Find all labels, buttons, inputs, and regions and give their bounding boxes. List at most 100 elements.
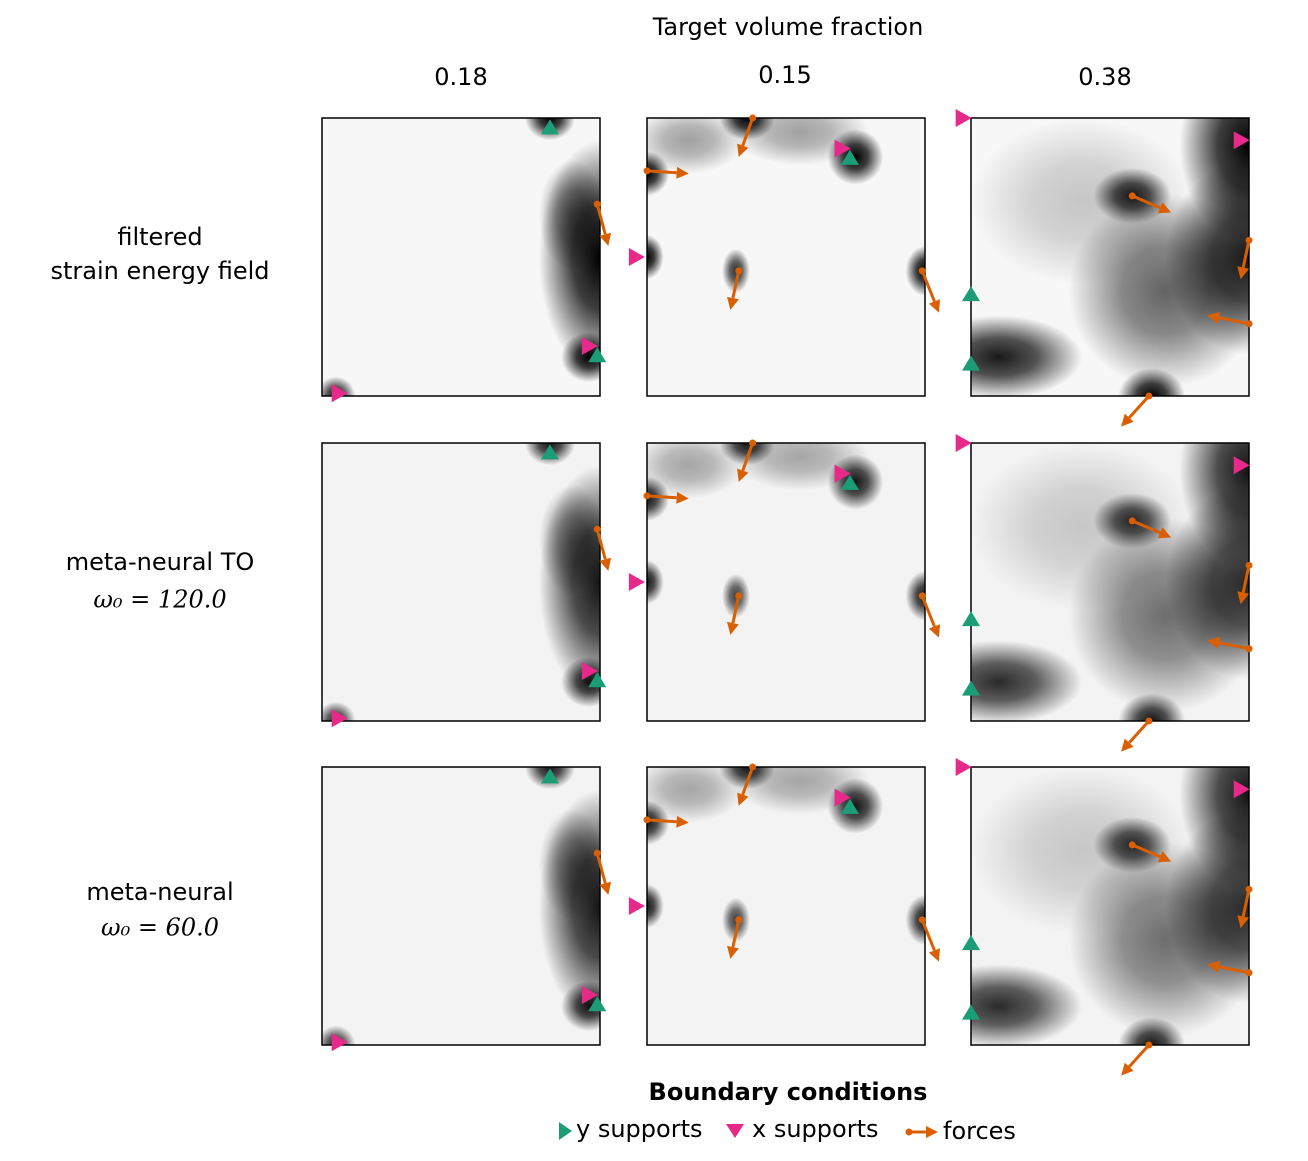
- force-origin: [1145, 1041, 1153, 1049]
- force-shaft: [595, 528, 607, 560]
- row-label: filtered: [117, 223, 202, 251]
- force-shaft: [595, 852, 607, 884]
- column-label: 0.15: [758, 61, 811, 89]
- field-image: [971, 443, 1249, 721]
- force-shaft: [741, 117, 755, 147]
- force-head: [599, 557, 612, 571]
- force-origin: [1245, 645, 1253, 653]
- panel: [321, 117, 612, 403]
- force-origin: [593, 525, 601, 533]
- dark-region: [322, 376, 356, 396]
- force: [737, 114, 757, 157]
- legend-label: y supports: [576, 1115, 702, 1143]
- force: [1121, 717, 1153, 752]
- force-shaft: [741, 766, 755, 796]
- force-head: [737, 792, 749, 806]
- force-shaft: [1241, 565, 1251, 593]
- y-support: [588, 672, 607, 688]
- y-support: [840, 798, 859, 814]
- x-support: [834, 139, 851, 158]
- x-support: [1233, 780, 1250, 799]
- dark-region: [905, 570, 925, 621]
- dark-region: [971, 315, 1083, 396]
- panel-frame: [970, 766, 1250, 1046]
- x-support: [955, 109, 972, 127]
- dark-region: [971, 767, 1194, 934]
- force-origin: [593, 200, 601, 208]
- panel-frame: [321, 442, 601, 722]
- force-head: [1121, 413, 1134, 427]
- dark-region: [538, 159, 600, 271]
- panel: [628, 763, 941, 1046]
- force-shaft: [1131, 843, 1161, 859]
- x-support: [955, 758, 972, 776]
- force-shaft: [1218, 316, 1250, 326]
- force: [1237, 236, 1253, 280]
- force-shaft: [920, 595, 936, 628]
- force-shaft: [595, 203, 607, 235]
- force: [1128, 841, 1172, 863]
- dark-region: [971, 118, 1194, 285]
- x-support: [834, 788, 851, 807]
- x-support: [581, 336, 598, 355]
- row-label: ω₀ = 120.0: [93, 586, 226, 614]
- force-head: [737, 143, 749, 157]
- y-support: [962, 935, 980, 951]
- force-shaft: [1241, 889, 1251, 917]
- dark-region: [971, 964, 1083, 1045]
- force: [593, 200, 612, 246]
- force-head: [676, 815, 689, 828]
- legend-label: forces: [943, 1117, 1016, 1145]
- legend-icon: [559, 1122, 572, 1140]
- force-head: [1237, 915, 1250, 929]
- panel: [321, 766, 612, 1052]
- force: [737, 763, 757, 806]
- dark-region: [647, 234, 664, 280]
- x-support: [1233, 131, 1250, 150]
- y-support: [840, 149, 859, 165]
- force: [1207, 311, 1253, 328]
- force-shaft: [646, 818, 677, 824]
- dark-region: [561, 657, 600, 708]
- force-origin: [735, 267, 743, 275]
- force-origin: [1245, 320, 1253, 328]
- dark-region: [561, 332, 600, 383]
- force-shaft: [741, 442, 755, 472]
- dark-region: [647, 559, 664, 605]
- force-shaft: [731, 595, 741, 624]
- force: [737, 439, 757, 482]
- field-image: [647, 443, 925, 721]
- panel: [955, 434, 1253, 752]
- y-support: [962, 355, 980, 371]
- force: [1128, 192, 1172, 214]
- field-image: [322, 767, 600, 1045]
- panel-frame: [646, 117, 926, 397]
- row-label: ω₀ = 60.0: [101, 914, 219, 942]
- dark-region: [561, 981, 600, 1032]
- force: [1237, 885, 1253, 929]
- force: [1121, 1041, 1153, 1076]
- force-head: [928, 299, 941, 313]
- force-origin: [735, 916, 743, 924]
- force: [643, 815, 689, 828]
- dark-region: [905, 245, 925, 296]
- force-origin: [1128, 517, 1136, 525]
- column-label: 0.38: [1078, 63, 1131, 91]
- panel: [321, 442, 612, 728]
- force: [727, 592, 743, 635]
- force-shaft: [731, 270, 741, 299]
- y-support: [962, 611, 980, 627]
- panel-frame: [970, 442, 1250, 722]
- force-origin: [1245, 969, 1253, 977]
- force-head: [737, 468, 749, 482]
- force-head: [599, 232, 612, 246]
- force-origin: [1128, 841, 1136, 849]
- force-origin: [749, 439, 757, 447]
- row-label: meta-neural TO: [66, 548, 255, 576]
- dark-region: [971, 640, 1083, 721]
- field-image: [322, 443, 600, 721]
- legend-title: Boundary conditions: [649, 1078, 928, 1106]
- force-origin: [1245, 236, 1253, 244]
- force: [918, 267, 941, 313]
- legend-label: x supports: [752, 1115, 878, 1143]
